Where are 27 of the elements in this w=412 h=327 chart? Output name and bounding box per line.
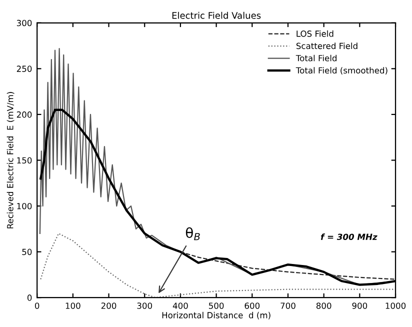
x-tick-label: 1000 (386, 302, 406, 309)
x-tick-label: 400 (172, 302, 188, 309)
annotation: f = 300 MHz (320, 234, 378, 240)
annotation: θ$_{B}$ (186, 227, 200, 240)
x-tick-label: 700 (280, 302, 296, 309)
y-tick-label: 250 (16, 66, 32, 72)
chart-title: Electric Field Values (172, 12, 261, 19)
x-tick-label: 800 (316, 302, 332, 309)
legend-label: Scattered Field (296, 42, 358, 50)
x-tick-label: 500 (208, 302, 224, 309)
y-tick-label: 0 (27, 294, 32, 301)
x-tick-label: 100 (66, 302, 80, 309)
legend-label: Total Field (smoothed) (296, 67, 388, 75)
x-tick-label: 600 (244, 302, 260, 309)
y-tick-label: 300 (16, 20, 32, 26)
y-tick-label: 150 (17, 157, 32, 164)
x-tick-label: 300 (137, 302, 152, 309)
legend-label: Total Field (296, 54, 336, 62)
x-tick-label: 900 (352, 302, 368, 309)
y-axis-title: Recieved Electric Field E (mV/m) (6, 92, 14, 228)
x-tick-label: 0 (34, 302, 40, 309)
y-tick-label: 200 (16, 111, 32, 118)
legend-label: LOS Field (296, 30, 334, 37)
y-tick-label: 50 (22, 248, 32, 256)
y-tick-label: 100 (17, 202, 32, 210)
x-tick-label: 200 (101, 302, 116, 309)
x-axis-title: Horizontal Distance d (m) (162, 312, 270, 320)
